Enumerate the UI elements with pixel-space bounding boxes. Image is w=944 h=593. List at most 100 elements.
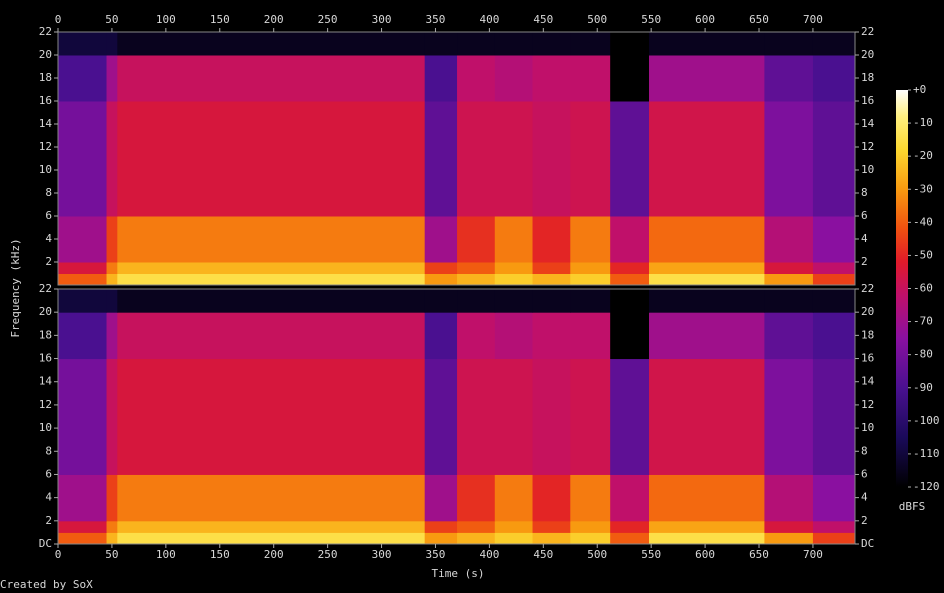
- heatmap-cell: [106, 273, 118, 286]
- heatmap-cell: [532, 262, 571, 274]
- y-tick-label: 2: [45, 514, 52, 527]
- x-tick-label: 700: [803, 13, 823, 26]
- heatmap-cell: [117, 101, 426, 217]
- heatmap-cell: [424, 273, 458, 286]
- heatmap-cell: [764, 289, 814, 313]
- y-tick-label: 10: [861, 421, 874, 434]
- x-tick-label: 200: [264, 13, 284, 26]
- heatmap-cell: [457, 520, 496, 533]
- heatmap-cell: [58, 312, 108, 360]
- heatmap-cell: [812, 532, 856, 545]
- y-tick-label: 12: [861, 140, 874, 153]
- heatmap-cell: [532, 312, 571, 360]
- heatmap-cell: [610, 289, 650, 313]
- heatmap-cell: [457, 55, 496, 102]
- heatmap-cell: [117, 273, 426, 286]
- colorbar-tick-label: -120: [913, 480, 940, 493]
- heatmap-cell: [764, 474, 814, 522]
- heatmap-cell: [424, 262, 458, 274]
- y-tick-label: 8: [861, 444, 868, 457]
- heatmap-cell: [570, 55, 611, 102]
- heatmap-cell: [117, 55, 426, 102]
- heatmap-cell: [649, 520, 765, 533]
- heatmap-cell: [106, 289, 118, 313]
- heatmap-cell: [58, 32, 108, 56]
- heatmap-cell: [812, 520, 856, 533]
- heatmap-cell: [649, 474, 765, 522]
- heatmap-cell: [117, 532, 426, 545]
- y-tick-label: 8: [45, 444, 52, 457]
- heatmap-cell: [494, 289, 534, 313]
- heatmap-cell: [494, 216, 534, 263]
- x-tick-label: 100: [156, 548, 176, 561]
- x-tick-label: 200: [264, 548, 284, 561]
- heatmap-cell: [457, 216, 496, 263]
- heatmap-cell: [106, 101, 118, 217]
- y-tick-label: 12: [39, 140, 52, 153]
- heatmap-cell: [649, 532, 765, 545]
- heatmap-cell: [424, 32, 458, 56]
- x-tick-label: 650: [749, 13, 769, 26]
- y-tick-label: 2: [861, 255, 868, 268]
- heatmap-cell: [649, 101, 765, 217]
- x-tick-label: 50: [105, 548, 118, 561]
- heatmap-cell: [812, 312, 856, 360]
- heatmap-cell: [58, 101, 108, 217]
- heatmap-cell: [457, 289, 496, 313]
- heatmap-cell: [58, 273, 108, 286]
- heatmap-cell: [812, 289, 856, 313]
- heatmap-cell: [610, 55, 650, 102]
- heatmap-cell: [106, 474, 118, 522]
- heatmap-cell: [649, 273, 765, 286]
- heatmap-cell: [424, 216, 458, 263]
- y-tick-label: 8: [861, 186, 868, 199]
- heatmap-cell: [532, 216, 571, 263]
- x-tick-label: 700: [803, 548, 823, 561]
- y-tick-label: 18: [39, 71, 52, 84]
- y-tick-label: 4: [861, 232, 868, 245]
- heatmap-cell: [457, 474, 496, 522]
- y-tick-label: 14: [861, 375, 875, 388]
- heatmap-cell: [106, 32, 118, 56]
- heatmap-cell: [494, 312, 534, 360]
- heatmap-cell: [812, 55, 856, 102]
- heatmap-cell: [117, 474, 426, 522]
- heatmap-cell: [649, 55, 765, 102]
- y-tick-label: 6: [861, 467, 868, 480]
- y-tick-label: 2: [45, 255, 52, 268]
- x-tick-label: 0: [55, 548, 62, 561]
- heatmap-cell: [494, 55, 534, 102]
- heatmap-cell: [649, 216, 765, 263]
- heatmap-cell: [532, 273, 571, 286]
- y-tick-label: 6: [45, 209, 52, 222]
- x-tick-label: 400: [479, 548, 499, 561]
- y-tick-label: 22: [861, 25, 874, 38]
- plot-frame: [57, 288, 856, 545]
- x-tick-label: 150: [210, 13, 230, 26]
- heatmap-cell: [812, 216, 856, 263]
- heatmap-cell: [649, 32, 765, 56]
- x-tick-label: 600: [695, 13, 715, 26]
- heatmap-cell: [764, 32, 814, 56]
- heatmap-cell: [424, 312, 458, 360]
- y-tick-label: 12: [39, 398, 52, 411]
- heatmap-cell: [58, 55, 108, 102]
- heatmap-cell: [117, 520, 426, 533]
- x-tick-label: 50: [105, 13, 118, 26]
- heatmap-cell: [106, 216, 118, 263]
- heatmap-cell: [812, 32, 856, 56]
- heatmap-cell: [58, 262, 108, 274]
- heatmap-cell: [610, 216, 650, 263]
- heatmap-cell: [570, 273, 611, 286]
- y-tick-label: 20: [39, 48, 52, 61]
- heatmap-cell: [570, 532, 611, 545]
- heatmap-cell: [117, 262, 426, 274]
- heatmap-cell: [424, 520, 458, 533]
- heatmap-cell: [494, 532, 534, 545]
- y-tick-label: 6: [45, 467, 52, 480]
- credit: Created by SoX: [0, 578, 93, 591]
- heatmap-cell: [764, 216, 814, 263]
- heatmap-cell: [812, 358, 856, 475]
- y-tick-label: 4: [861, 491, 868, 504]
